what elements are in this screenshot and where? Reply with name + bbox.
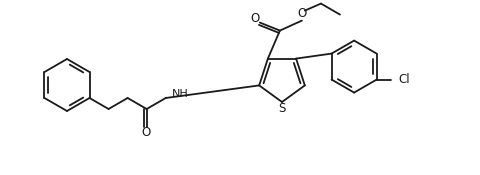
Text: O: O (141, 127, 150, 139)
Text: Cl: Cl (398, 73, 410, 86)
Text: O: O (297, 7, 307, 20)
Text: NH: NH (172, 89, 189, 99)
Text: S: S (278, 103, 286, 116)
Text: O: O (250, 12, 260, 25)
